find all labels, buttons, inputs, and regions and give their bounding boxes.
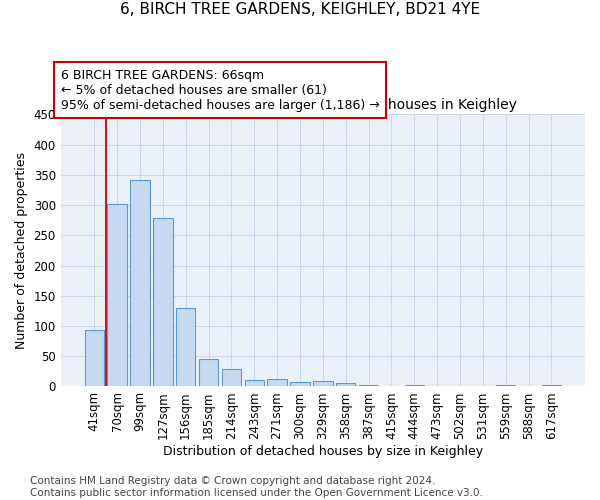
Bar: [153, 218, 173, 386]
Bar: [542, 385, 561, 386]
Bar: [85, 330, 104, 386]
Bar: [336, 384, 355, 386]
Bar: [107, 204, 127, 386]
Bar: [221, 369, 241, 386]
Text: 6, BIRCH TREE GARDENS, KEIGHLEY, BD21 4YE: 6, BIRCH TREE GARDENS, KEIGHLEY, BD21 4Y…: [120, 2, 480, 18]
Title: Size of property relative to detached houses in Keighley: Size of property relative to detached ho…: [128, 98, 517, 112]
Bar: [359, 384, 378, 386]
Bar: [176, 308, 196, 386]
Bar: [290, 382, 310, 386]
Bar: [268, 378, 287, 386]
Text: 6 BIRCH TREE GARDENS: 66sqm
← 5% of detached houses are smaller (61)
95% of semi: 6 BIRCH TREE GARDENS: 66sqm ← 5% of deta…: [61, 68, 379, 112]
Bar: [313, 381, 332, 386]
X-axis label: Distribution of detached houses by size in Keighley: Distribution of detached houses by size …: [163, 444, 483, 458]
Text: Contains HM Land Registry data © Crown copyright and database right 2024.
Contai: Contains HM Land Registry data © Crown c…: [30, 476, 483, 498]
Y-axis label: Number of detached properties: Number of detached properties: [15, 152, 28, 349]
Bar: [130, 180, 149, 386]
Bar: [496, 385, 515, 386]
Bar: [404, 384, 424, 386]
Bar: [245, 380, 264, 386]
Bar: [199, 358, 218, 386]
